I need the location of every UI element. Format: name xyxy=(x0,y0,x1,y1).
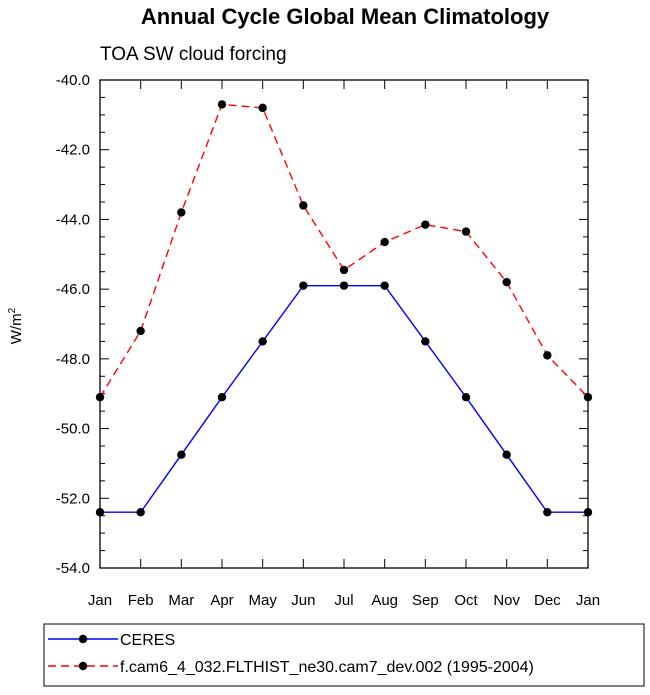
series-2-point xyxy=(583,393,593,402)
x-tick-label: Feb xyxy=(128,592,154,609)
series-1-point xyxy=(217,393,227,402)
x-tick-label: Jun xyxy=(291,592,315,609)
x-axis-ticks: Jan Feb Mar Apr May Jun Jul Aug Sep Oct Nov Dec Jan xyxy=(88,80,600,609)
series-2-point xyxy=(421,220,430,229)
series-2-point xyxy=(502,277,511,287)
y-tick-label: -54.0 xyxy=(56,560,90,577)
series-line-2 xyxy=(99,103,589,398)
series-2-point xyxy=(217,100,227,109)
series-2-point xyxy=(339,265,349,275)
legend-label-2: f.cam6_4_032.FLTHIST_ne30.cam7_dev.002 (… xyxy=(120,659,534,676)
series-1-point xyxy=(258,337,267,346)
x-tick-label: Jul xyxy=(334,592,353,609)
y-axis-title-superscript: 2 xyxy=(7,307,18,313)
x-tick-label: Jan xyxy=(88,592,112,609)
x-tick-label: Aug xyxy=(371,592,398,609)
svg-text:W/m2: W/m2 xyxy=(7,307,25,344)
series-lines xyxy=(95,100,593,517)
series-2-point xyxy=(177,208,186,217)
series-1-point xyxy=(177,450,186,459)
series-1-point xyxy=(380,281,389,290)
series-2-point xyxy=(299,201,308,210)
y-tick-label: -44.0 xyxy=(56,211,90,228)
series-1-point xyxy=(421,337,430,346)
series-2-point xyxy=(95,393,105,402)
series-line-1 xyxy=(100,284,588,513)
y-axis-title-text: W/m xyxy=(8,313,25,344)
legend-marker-1 xyxy=(78,634,88,644)
legend: CERES f.cam6_4_032.FLTHIST_ne30.cam7_dev.… xyxy=(43,623,645,687)
chart-title: Annual Cycle Global Mean Climatology xyxy=(141,4,550,29)
series-1-point xyxy=(543,508,552,517)
y-axis-ticks: -40.0 -42.0 -44.0 -46.0 -48.0 -50.0 -52.0 -54.0 xyxy=(56,72,588,577)
x-tick-label: Sep xyxy=(412,592,439,609)
legend-label-1: CERES xyxy=(120,632,175,649)
x-tick-label: May xyxy=(248,592,277,609)
series-2-point xyxy=(380,237,389,247)
series-1-point xyxy=(461,393,471,402)
x-tick-label: Nov xyxy=(493,592,520,609)
series-1-point xyxy=(95,508,105,517)
y-tick-label: -48.0 xyxy=(56,351,90,368)
x-tick-label: Jan xyxy=(576,592,600,609)
legend-marker-2 xyxy=(78,661,88,671)
y-tick-label: -50.0 xyxy=(56,421,90,438)
series-1-point xyxy=(502,450,511,459)
series-2-point xyxy=(461,227,471,236)
plot-frame xyxy=(99,79,589,569)
legend-box xyxy=(43,623,645,687)
series-2-point xyxy=(543,351,552,360)
y-tick-label: -46.0 xyxy=(56,281,90,298)
series-2-point xyxy=(136,326,145,336)
series-1-point xyxy=(583,508,593,517)
x-tick-label: Dec xyxy=(534,592,561,609)
x-tick-label: Apr xyxy=(210,592,233,609)
series-1-point xyxy=(136,508,145,517)
series-2-point xyxy=(258,103,267,113)
x-tick-label: Oct xyxy=(454,592,478,609)
y-axis-title: W/m2 xyxy=(7,307,25,344)
x-tick-label: Mar xyxy=(168,592,194,609)
y-tick-label: -42.0 xyxy=(56,142,90,159)
series-1-point xyxy=(299,281,308,290)
y-tick-label: -40.0 xyxy=(56,72,90,89)
y-tick-label: -52.0 xyxy=(56,490,90,507)
series-1-point xyxy=(339,281,349,290)
chart-subtitle: TOA SW cloud forcing xyxy=(100,44,287,65)
